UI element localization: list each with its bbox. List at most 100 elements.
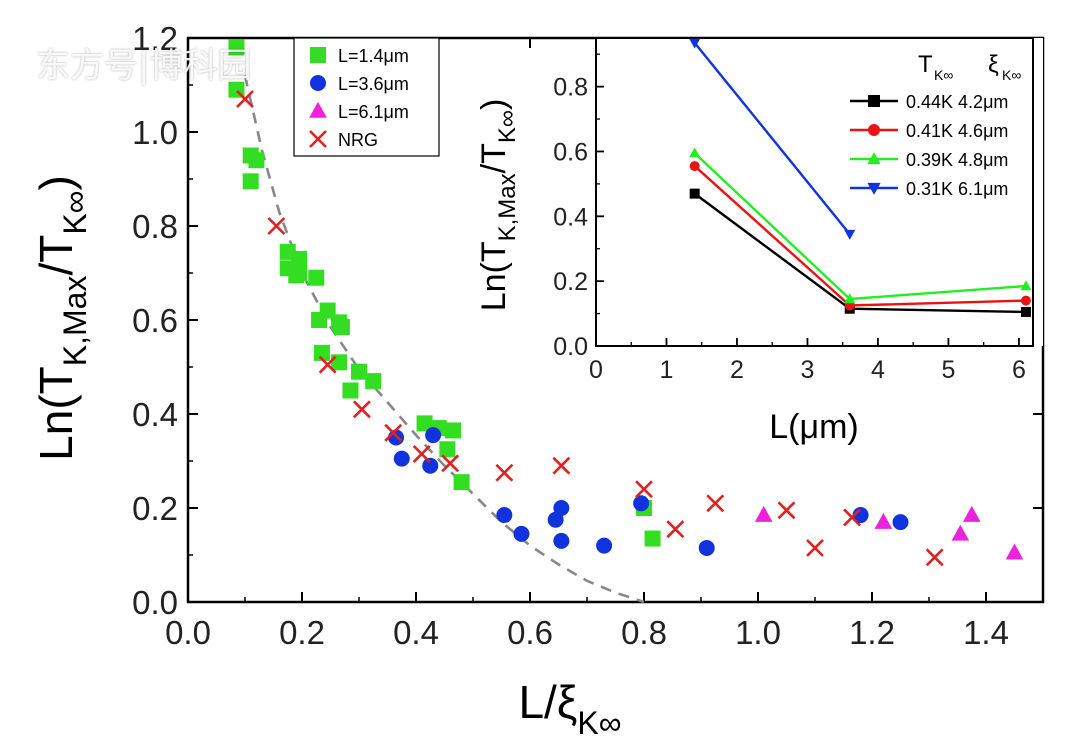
point-l-1-4-m — [333, 319, 350, 336]
inset-background — [596, 38, 1043, 346]
inset-x-tick-label: 6 — [1012, 356, 1026, 384]
inset-point-0-41k-4-6-m — [1020, 295, 1031, 306]
main-x-tick-label: 0.2 — [279, 614, 325, 651]
inset-ticks: 0 1 2 3 4 5 6 0.0 0.2 0.4 0.6 0.8 — [553, 53, 1026, 384]
main-y-tick-label: 0.2 — [132, 490, 178, 527]
point-l-1-4-m — [365, 373, 382, 390]
main-x-tick-label: 1.2 — [849, 614, 895, 651]
point-l-1-4-m — [291, 265, 308, 281]
main-ticks: 0.0 0.2 0.4 0.6 0.8 1.0 1.2 1.4 0.0 0.2 0.4 0.6 0.8 1… — [132, 20, 1043, 651]
point-nrg-stroke — [925, 548, 944, 567]
point-l-3-6-m — [892, 514, 909, 531]
inset-x-tick-label: 5 — [941, 356, 955, 384]
point-l-3-6-m — [596, 537, 613, 554]
legend-label-l-1-4-m: L=1.4μm — [338, 46, 409, 66]
point-l-1-4-m — [313, 344, 330, 361]
point-nrg-stroke — [236, 90, 254, 109]
legend-marker-l-3-6-m — [310, 75, 326, 91]
point-nrg — [495, 463, 514, 482]
main-y-tick-label: 1.0 — [132, 114, 178, 151]
point-nrg — [318, 355, 337, 374]
main-fit-curve — [243, 75, 645, 604]
point-nrg — [267, 217, 286, 235]
inset-y-tick-label: 0.2 — [553, 268, 588, 296]
point-l-3-6-m — [553, 532, 570, 549]
point-nrg-stroke — [806, 539, 824, 557]
inset-legend-header-t: T — [918, 51, 933, 78]
inset-legend-label-0-44k-4-2-m: 0.44K 4.2μm — [906, 92, 1008, 112]
inset-y-axis-label: Ln(TK,Max/TK∞) — [475, 99, 521, 312]
main-y-tick-label: 0.0 — [132, 584, 178, 621]
inset-point-0-39k-4-8-m — [844, 293, 856, 304]
inset-x-tick-label: 4 — [871, 356, 885, 384]
point-l-1-4-m — [248, 152, 265, 169]
legend-marker-nrg-stroke — [309, 130, 327, 148]
point-l-3-6-m — [422, 457, 439, 474]
point-nrg — [635, 480, 653, 499]
inset-point-0-31k-6-1-m — [844, 229, 856, 240]
fit-curve-line — [243, 75, 645, 604]
main-x-tick-label: 0.6 — [507, 614, 553, 651]
point-nrg-stroke — [706, 494, 725, 513]
point-l-3-6-m — [393, 450, 410, 467]
legend-label-nrg: NRG — [338, 130, 378, 150]
point-nrg — [236, 90, 254, 109]
inset-point-0-41k-4-6-m — [689, 161, 700, 172]
point-nrg-stroke — [441, 454, 460, 473]
inset-legend-header-xi: ξ — [988, 51, 999, 78]
inset-legend-label-0-31k-6-1-m: 0.31K 6.1μm — [906, 179, 1008, 199]
point-nrg — [777, 501, 796, 520]
main-x-axis-label: L/ξK∞ — [518, 676, 621, 741]
legend-marker-l-6-1-m — [309, 101, 327, 118]
point-l-1-4-m — [331, 354, 348, 371]
main-y-axis-label: Ln(TK,Max/TK∞) — [30, 175, 93, 461]
point-nrg — [412, 445, 431, 463]
point-nrg — [706, 494, 725, 513]
inset-point-0-39k-4-8-m — [689, 147, 701, 158]
point-l-6-1-m — [1005, 543, 1024, 560]
point-nrg — [666, 520, 685, 539]
inset-x-tick-label: 2 — [730, 356, 744, 384]
point-nrg-stroke — [267, 217, 286, 235]
point-l-6-1-m — [962, 505, 981, 522]
main-y-tick-label: 1.2 — [132, 20, 178, 57]
main-y-tick-label: 0.6 — [132, 302, 178, 339]
inset-legend-marker-0-39k-4-8-m — [867, 152, 881, 165]
point-nrg — [441, 454, 460, 473]
inset-legend-label-0-39k-4-8-m: 0.39K 4.8μm — [906, 150, 1008, 170]
point-nrg-stroke — [843, 508, 861, 527]
main-legend: L=1.4μm L=3.6μm L=6.1μm NRG — [309, 46, 409, 150]
legend-label-l-3-6-m: L=3.6μm — [338, 74, 409, 94]
point-l-1-4-m — [308, 269, 325, 286]
point-l-3-6-m — [633, 495, 650, 512]
point-l-1-4-m — [351, 363, 367, 380]
point-nrg-stroke — [352, 400, 371, 419]
point-l-1-4-m — [644, 530, 661, 547]
point-l-1-4-m — [342, 382, 359, 399]
inset-point-0-31k-6-1-m — [689, 38, 701, 49]
inset-legend-marker-0-41k-4-6-m — [868, 124, 880, 136]
point-l-1-4-m — [228, 39, 245, 56]
point-nrg — [384, 423, 403, 442]
point-nrg — [552, 456, 571, 475]
legend-marker-l-1-4-m — [310, 47, 326, 63]
inset-x-tick-label: 3 — [800, 356, 814, 384]
inset-legend-header-xi-sub: K∞ — [1002, 67, 1021, 83]
point-l-6-1-m — [754, 505, 773, 522]
inset-plot-frame — [595, 37, 1034, 347]
inset-x-axis-label: L(μm) — [769, 408, 858, 446]
inset-x-tick-label: 1 — [660, 356, 674, 384]
point-nrg-stroke — [666, 520, 685, 539]
main-x-tick-label: 1.0 — [735, 614, 781, 651]
point-l-3-6-m — [388, 429, 405, 446]
inset-y-tick-label: 0.4 — [553, 203, 588, 231]
main-x-tick-label: 1.4 — [963, 614, 1009, 651]
inset-line-0-31k-6-1-m — [693, 42, 851, 235]
inset-x-tick-label: 0 — [589, 356, 603, 384]
inset-y-tick-label: 0.8 — [553, 74, 588, 102]
point-nrg-stroke — [318, 355, 337, 374]
main-data-marks — [228, 39, 1024, 567]
inset-y-tick-label: 0.6 — [553, 138, 588, 166]
main-y-tick-label: 0.4 — [132, 396, 178, 433]
